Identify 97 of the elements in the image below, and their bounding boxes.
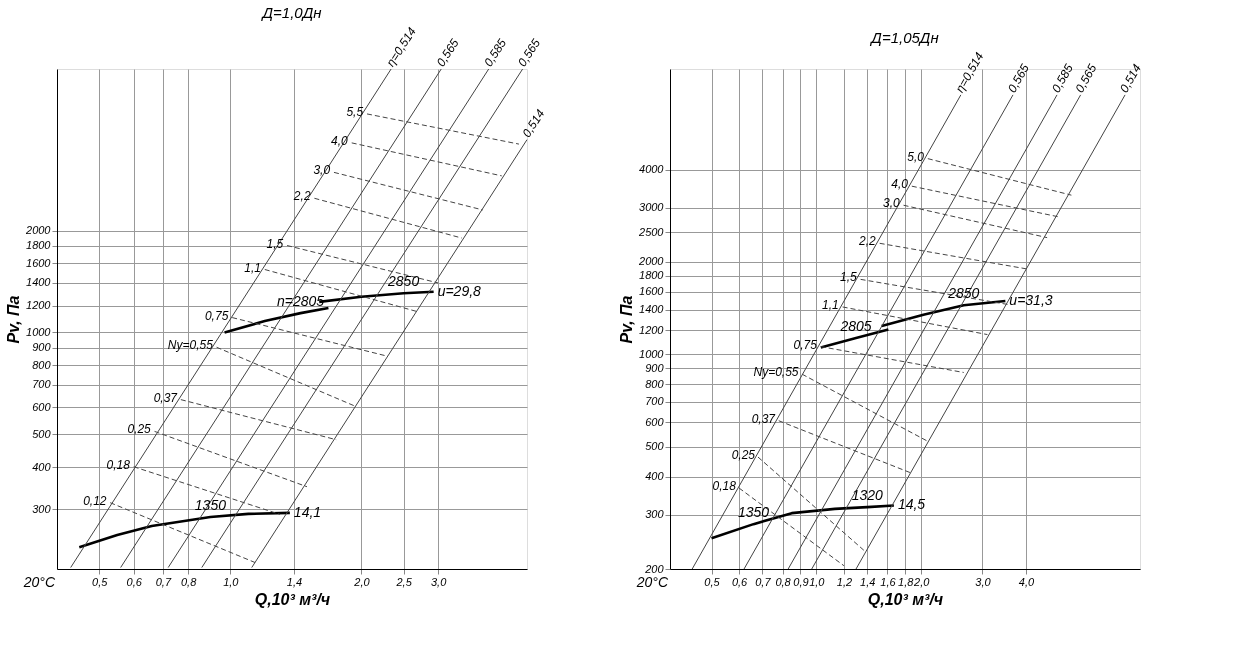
y-tick-label: 700 — [32, 378, 52, 391]
series-label: 4,0 — [331, 133, 349, 148]
annotation: 1350 — [737, 504, 770, 521]
y-tick-label: 300 — [32, 502, 52, 515]
series-label: 0,25 — [731, 448, 756, 463]
x-tick-label: 1,0 — [223, 575, 240, 588]
y-tick-label: 1200 — [26, 299, 52, 312]
annotation: 14,5 — [897, 496, 926, 513]
y-tick-label: 400 — [645, 470, 665, 483]
x-tick-label: 3,0 — [975, 575, 992, 588]
y-tick-label: 2500 — [638, 225, 665, 238]
series-label: 0,75 — [793, 337, 818, 352]
x-tick-label: 1,8 — [898, 575, 915, 588]
x-tick-label: 0,5 — [92, 575, 109, 588]
y-tick-label: 1600 — [639, 285, 665, 298]
series-label: 5,5 — [346, 104, 364, 119]
series-label: 0,12 — [83, 493, 107, 508]
annotation: n=2805 — [277, 293, 325, 310]
series-label: 4,0 — [891, 177, 909, 192]
x-tick-label: 0,6 — [126, 575, 143, 588]
x-tick-label: 2,0 — [913, 575, 931, 588]
x-tick-label: 2,5 — [395, 575, 413, 588]
y-tick-label: 400 — [32, 460, 52, 473]
y-tick-label: 600 — [645, 416, 665, 428]
text: 0,514 — [1116, 61, 1145, 95]
x-tick-label: 1,4 — [286, 575, 303, 588]
annotation: u=31,3 — [1009, 291, 1053, 308]
text: 20°C — [635, 574, 669, 590]
y-tick-label: 1600 — [26, 256, 52, 269]
y-tick-label: 1400 — [639, 303, 665, 316]
annotation: 2850 — [947, 285, 980, 302]
x-axis-title: Q,10³ м³/ч — [867, 590, 944, 608]
series-label: Ny=0,55 — [753, 365, 799, 380]
y-tick-label: 1800 — [639, 269, 665, 282]
x-tick-label: 4,0 — [1018, 575, 1036, 588]
y-tick-label: 1800 — [26, 239, 52, 252]
series-label: 1,1 — [244, 260, 261, 275]
x-tick-label: 0,5 — [704, 575, 721, 588]
y-tick-label: 500 — [32, 427, 52, 440]
x-tick-label: 0,8 — [775, 575, 792, 588]
x-axis-title: Q,10³ м³/ч — [254, 590, 331, 608]
chart-title: Д=1,05Дн — [869, 29, 939, 47]
x-tick-label: 1,0 — [809, 575, 826, 588]
y-tick-label: 2000 — [25, 224, 52, 236]
x-tick-label: 0,7 — [755, 575, 772, 588]
series-label: 2,2 — [292, 189, 311, 204]
y-axis-title: Pv, Па — [618, 295, 636, 344]
text: 0,565 — [1004, 61, 1032, 95]
x-tick-label: 0,6 — [731, 575, 749, 588]
y-axis-title: Pv, Па — [5, 295, 23, 344]
annotation: 2850 — [387, 273, 420, 290]
y-tick-label: 3000 — [639, 201, 665, 214]
line-series — [880, 299, 1007, 328]
annotation: 14,1 — [293, 503, 322, 520]
y-tick-label: 700 — [645, 395, 665, 408]
x-tick-label: 0,7 — [155, 575, 172, 588]
chart-title: Д=1,0Дн — [260, 4, 322, 22]
y-tick-label: 500 — [645, 440, 665, 453]
y-tick-label: 300 — [645, 508, 665, 521]
annotation: 1320 — [851, 487, 884, 504]
annotation: 1350 — [194, 496, 227, 513]
series-label: 0,18 — [712, 479, 737, 494]
x-tick-label: 0,8 — [180, 575, 198, 588]
series-label: 1,5 — [266, 236, 284, 251]
series-label: 3,0 — [313, 163, 331, 178]
y-tick-label: 900 — [645, 361, 665, 374]
x-tick-label: 1,4 — [860, 575, 876, 588]
series-label: Ny=0,55 — [167, 338, 214, 353]
series-label: 3,0 — [882, 196, 900, 211]
y-tick-label: 900 — [32, 341, 52, 354]
y-tick-label: 200 — [644, 562, 665, 575]
series-label: 0,37 — [153, 390, 179, 405]
series-label: 2,2 — [858, 234, 877, 249]
y-tick-label: 1400 — [26, 276, 52, 289]
series-label: 0,18 — [106, 457, 131, 472]
x-tick-label: 1,2 — [836, 575, 853, 588]
y-tick-label: 1200 — [639, 323, 665, 336]
y-tick-label: 1000 — [26, 325, 52, 338]
y-tick-label: 2000 — [638, 255, 665, 268]
x-tick-label: 3,0 — [430, 575, 448, 588]
series-label: 0,75 — [204, 308, 229, 323]
series-label: 0,25 — [127, 422, 152, 437]
annotation: u=29,8 — [437, 282, 482, 299]
y-tick-label: 600 — [32, 401, 52, 413]
annotation: 2805 — [839, 318, 872, 335]
x-tick-label: 1,6 — [880, 575, 897, 588]
text: 20°C — [22, 574, 56, 590]
x-tick-label: 2,0 — [353, 575, 371, 588]
y-tick-label: 800 — [645, 377, 665, 390]
y-tick-label: 800 — [32, 358, 52, 371]
series-label: 1,5 — [839, 270, 857, 285]
series-label: 5,0 — [907, 149, 925, 164]
series-label: 0,37 — [751, 411, 777, 426]
x-tick-label: 0,9 — [793, 575, 809, 588]
series-label: 1,1 — [822, 297, 839, 312]
y-tick-label: 4000 — [639, 163, 665, 176]
y-tick-label: 1000 — [639, 347, 665, 360]
